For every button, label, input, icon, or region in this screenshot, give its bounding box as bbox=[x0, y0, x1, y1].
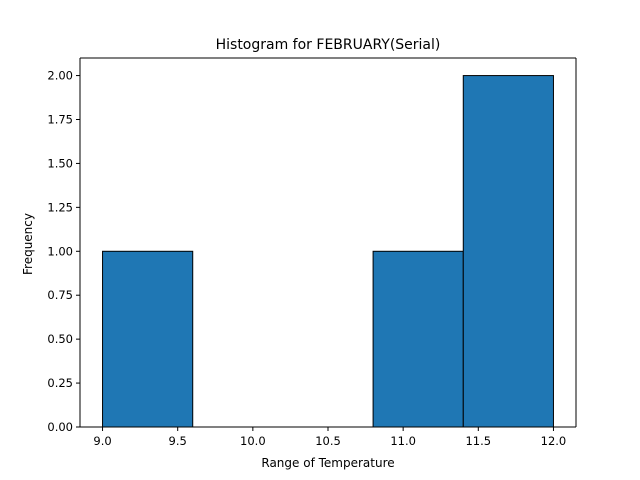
histogram-bar-3 bbox=[372, 250, 464, 428]
y-ticks: 0.00 0.25 0.50 0.75 1.00 1.25 1.50 1.75 2.00 bbox=[47, 69, 80, 434]
x-tick-label: 11.5 bbox=[465, 434, 491, 448]
y-tick-label: 2.00 bbox=[47, 69, 73, 83]
y-tick-label: 0.25 bbox=[47, 376, 73, 390]
x-ticks: 9.0 9.5 10.0 10.5 11.0 11.5 12.0 bbox=[93, 427, 566, 448]
bars-layer bbox=[102, 75, 554, 428]
x-tick-label: 9.5 bbox=[169, 434, 187, 448]
y-axis-label: Frequency bbox=[21, 213, 35, 275]
histogram-bar-4 bbox=[462, 75, 554, 428]
x-tick-label: 11.0 bbox=[390, 434, 416, 448]
histogram-bar-0 bbox=[102, 250, 194, 428]
y-tick-label: 0.00 bbox=[47, 420, 73, 434]
y-tick-label: 1.25 bbox=[47, 200, 73, 214]
x-tick-label: 12.0 bbox=[541, 434, 567, 448]
x-tick-label: 10.5 bbox=[315, 434, 341, 448]
y-tick-label: 1.00 bbox=[47, 244, 73, 258]
x-axis-label: Range of Temperature bbox=[261, 456, 394, 470]
chart-title: Histogram for FEBRUARY(Serial) bbox=[216, 37, 441, 53]
x-tick-label: 10.0 bbox=[240, 434, 266, 448]
y-tick-label: 1.50 bbox=[47, 156, 73, 170]
y-tick-label: 1.75 bbox=[47, 113, 73, 127]
y-tick-label: 0.50 bbox=[47, 332, 73, 346]
x-tick-label: 9.0 bbox=[93, 434, 111, 448]
y-tick-label: 0.75 bbox=[47, 288, 73, 302]
